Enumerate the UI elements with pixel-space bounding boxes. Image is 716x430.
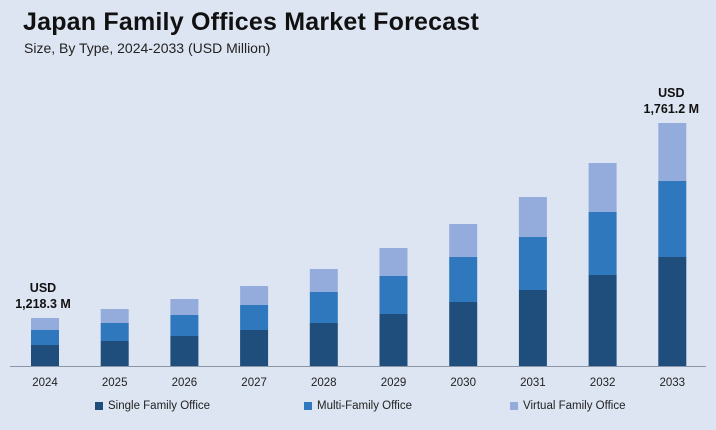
legend-label-single: Single Family Office [108, 400, 211, 412]
bar-multi-family-office-2031 [518, 237, 547, 290]
bar-multi-family-office-2032 [588, 212, 617, 275]
bar-single-family-office-2032 [588, 275, 617, 366]
bar-single-family-office-2030 [449, 302, 478, 366]
bar-single-family-office-2025 [100, 341, 129, 366]
x-tick-label-2030: 2030 [450, 377, 476, 389]
legend-swatch-virtual [510, 402, 518, 410]
x-tick-label-2031: 2031 [520, 377, 546, 389]
legend-label-virtual: Virtual Family Office [523, 400, 626, 412]
bar-virtual-family-office-2030 [449, 224, 478, 257]
chart-legend: Single Family Office Multi-Family Office… [0, 400, 716, 418]
bar-virtual-family-office-2024 [31, 318, 59, 330]
legend-label-multi: Multi-Family Office [317, 400, 412, 412]
bar-multi-family-office-2029 [379, 276, 408, 314]
bar-multi-family-office-2027 [240, 305, 269, 330]
bar-virtual-family-office-2026 [170, 299, 199, 315]
bar-single-family-office-2028 [309, 323, 338, 366]
bar-single-family-office-2026 [170, 336, 199, 366]
bar-multi-family-office-2024 [31, 330, 59, 345]
bar-single-family-office-2033 [658, 257, 687, 366]
bar-single-family-office-2027 [240, 330, 269, 366]
x-tick-label-2033: 2033 [660, 377, 686, 389]
bar-multi-family-office-2030 [449, 257, 478, 302]
bar-single-family-office-2031 [518, 290, 547, 366]
legend-swatch-single [95, 402, 103, 410]
bar-virtual-family-office-2027 [240, 286, 269, 305]
chart-subtitle: Size, By Type, 2024-2033 (USD Million) [24, 40, 271, 56]
bar-single-family-office-2029 [379, 314, 408, 366]
x-tick-label-2026: 2026 [172, 377, 198, 389]
end-value-label: 1,761.2 M [644, 102, 700, 116]
bar-virtual-family-office-2031 [518, 197, 547, 237]
x-tick-label-2032: 2032 [590, 377, 616, 389]
bar-virtual-family-office-2028 [309, 269, 338, 292]
bar-multi-family-office-2028 [309, 292, 338, 323]
x-tick-label-2024: 2024 [32, 377, 58, 389]
bar-multi-family-office-2033 [658, 181, 687, 257]
bar-single-family-office-2024 [31, 345, 59, 366]
legend-item-virtual-family-office: Virtual Family Office [510, 400, 625, 412]
legend-swatch-multi [304, 402, 312, 410]
start-value-currency: USD [30, 281, 56, 295]
x-tick-label-2028: 2028 [311, 377, 337, 389]
chart-title: Japan Family Offices Market Forecast [23, 8, 479, 36]
bar-virtual-family-office-2033 [658, 123, 687, 181]
legend-item-multi-family-office: Multi-Family Office [304, 400, 412, 412]
bar-virtual-family-office-2032 [588, 163, 617, 212]
stacked-bar-chart: 2024 2025 2026 2027 2028 2029 2030 2031 2032 2033… [10, 86, 706, 389]
x-tick-label-2025: 2025 [102, 377, 128, 389]
start-value-label: 1,218.3 M [15, 297, 71, 311]
bar-virtual-family-office-2029 [379, 248, 408, 276]
legend-item-single-family-office: Single Family Office [95, 400, 210, 412]
end-value-currency: USD [658, 86, 684, 100]
x-tick-label-2029: 2029 [381, 377, 407, 389]
bar-multi-family-office-2026 [170, 315, 199, 336]
bar-virtual-family-office-2025 [100, 309, 129, 323]
x-tick-label-2027: 2027 [241, 377, 267, 389]
bar-multi-family-office-2025 [100, 323, 129, 341]
